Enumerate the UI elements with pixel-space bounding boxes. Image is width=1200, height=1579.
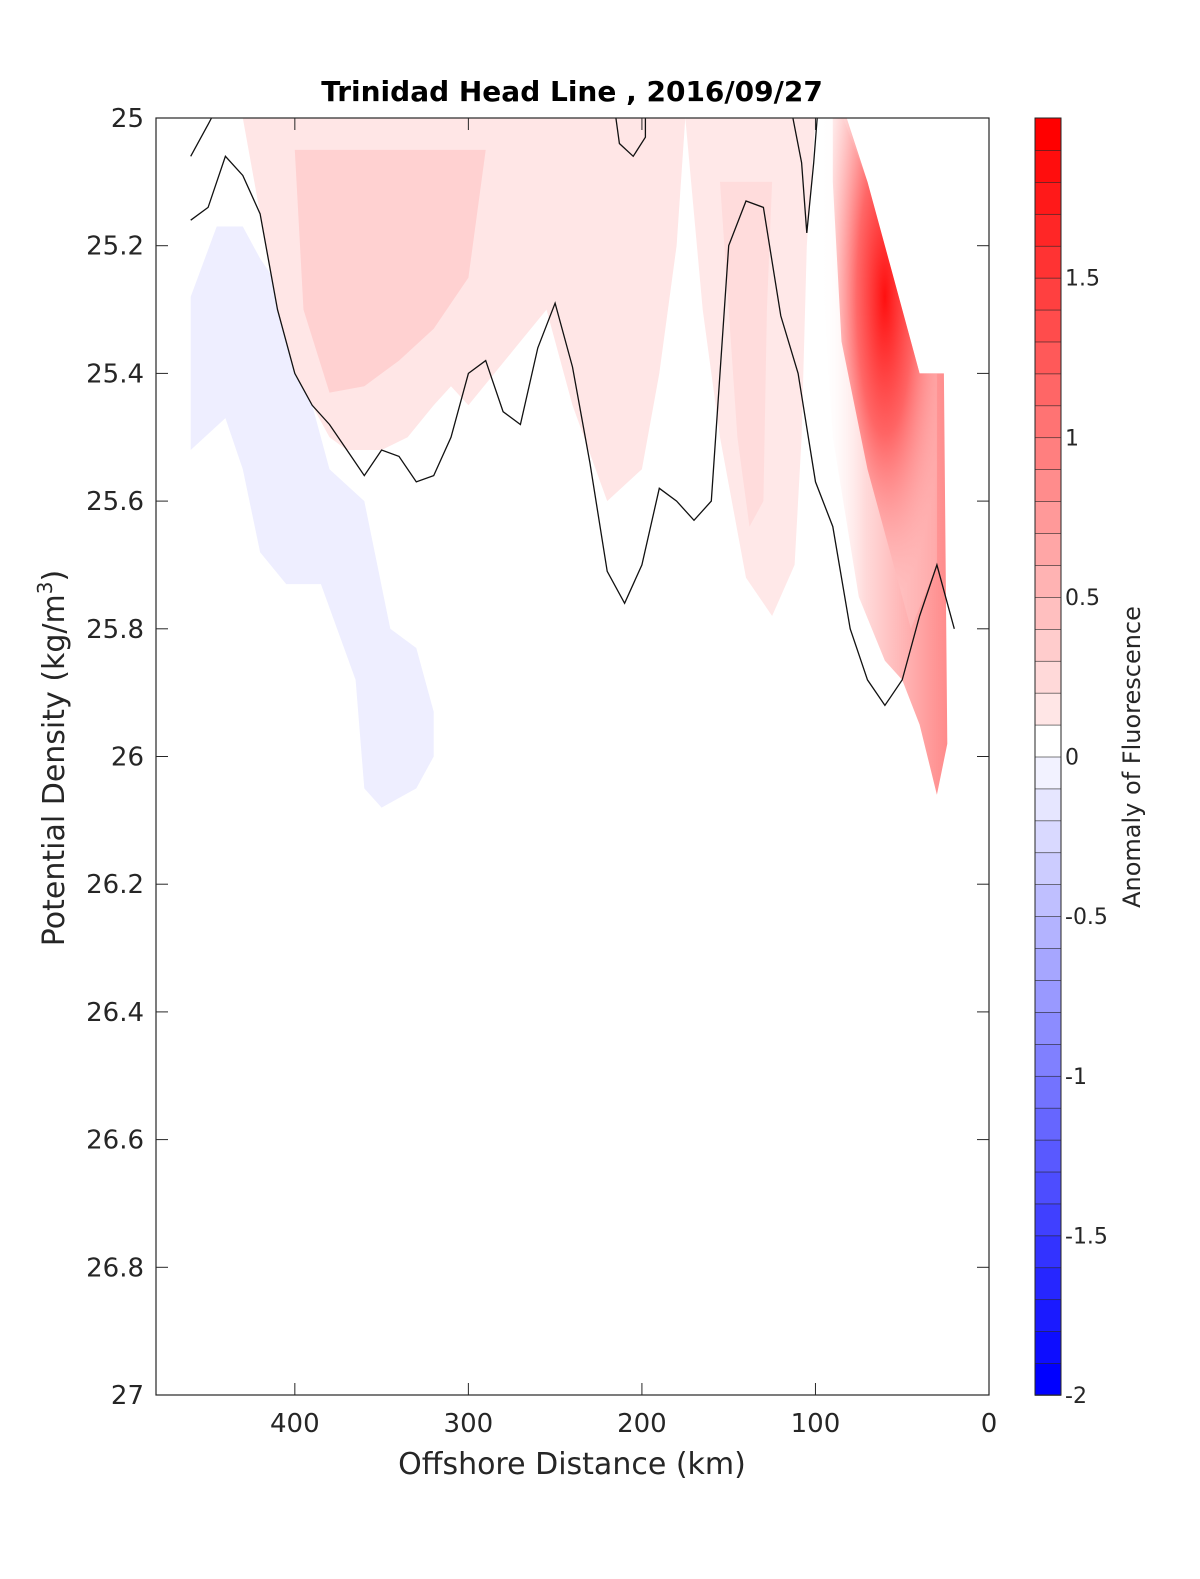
colorbar-bin	[1034, 979, 1062, 1013]
colorbar-tick-label: -1.5	[1065, 1224, 1108, 1249]
colorbar-bins	[1034, 117, 1062, 1396]
y-axis-label-superscript: 3	[33, 581, 57, 594]
colorbar-bin	[1034, 788, 1062, 822]
y-axis-ticks: 25 25.2 25.4 25.6 25.8 26 26.2 26.4 26.6 26.8 27	[86, 104, 989, 1411]
x-axis-ticks: 400 300 200 100 0	[270, 118, 997, 1439]
colorbar-bin	[1034, 277, 1062, 311]
colorbar-bin	[1034, 883, 1062, 917]
colorbar-bin	[1034, 628, 1062, 662]
colorbar-bin	[1034, 851, 1062, 886]
y-tick-label: 25.6	[86, 487, 144, 517]
y-tick-label: 26.2	[86, 870, 144, 900]
colorbar-tick-label: 0	[1065, 746, 1079, 771]
colorbar-tick-label: 1	[1065, 426, 1079, 451]
colorbar-bin	[1034, 468, 1062, 502]
colorbar-bin	[1034, 373, 1062, 407]
anomaly-field	[190, 118, 948, 808]
colorbar-bin	[1034, 660, 1062, 694]
zero-contour-line	[792, 117, 818, 233]
y-tick-label: 26	[111, 743, 144, 773]
x-tick-label: 300	[444, 1409, 494, 1439]
colorbar-bin	[1034, 915, 1062, 949]
colorbar-bin	[1034, 947, 1062, 981]
colorbar-bin	[1034, 436, 1062, 470]
y-tick-label: 25.4	[86, 359, 144, 389]
colorbar: 1.5 1 0.5 0 -0.5 -1 -1.5 -2	[1034, 117, 1108, 1409]
colorbar-tick-label: 0.5	[1065, 586, 1100, 611]
y-tick-label: 25.8	[86, 615, 144, 645]
colorbar-bin	[1034, 1298, 1062, 1332]
colorbar-tick-label: 1.5	[1065, 267, 1100, 292]
colorbar-bin	[1034, 1043, 1062, 1077]
positive-anomaly-region-east	[832, 118, 937, 629]
y-tick-label: 26.8	[86, 1253, 144, 1283]
y-axis-label-main: Potential Density (kg/m	[37, 594, 72, 946]
colorbar-tick-label: -0.5	[1065, 905, 1108, 930]
colorbar-bin	[1034, 1330, 1062, 1364]
x-tick-label: 200	[617, 1409, 667, 1439]
y-axis-label-close: )	[37, 570, 72, 582]
colorbar-bin	[1034, 596, 1062, 630]
x-tick-label: 400	[270, 1409, 320, 1439]
x-tick-label: 0	[981, 1409, 998, 1439]
colorbar-tick-label: -1	[1065, 1065, 1087, 1090]
y-tick-label: 25	[111, 104, 144, 134]
colorbar-bin	[1034, 1107, 1062, 1141]
colorbar-bin	[1034, 1267, 1062, 1301]
colorbar-bin	[1034, 1011, 1062, 1045]
colorbar-bin	[1034, 724, 1062, 758]
colorbar-bin	[1034, 1235, 1062, 1269]
colorbar-bin	[1034, 756, 1062, 790]
colorbar-bin	[1034, 1139, 1062, 1173]
colorbar-bin	[1034, 309, 1062, 343]
colorbar-bin	[1034, 692, 1062, 726]
positive-anomaly-core-west	[294, 149, 486, 393]
zero-contour-line	[615, 117, 647, 158]
y-tick-label: 26.6	[86, 1126, 144, 1156]
colorbar-bin	[1034, 1203, 1062, 1237]
colorbar-bin	[1034, 181, 1062, 215]
y-tick-label: 26.4	[86, 998, 144, 1028]
y-tick-label: 25.2	[86, 232, 144, 262]
colorbar-bin	[1034, 532, 1062, 566]
colorbar-bin	[1034, 213, 1062, 247]
colorbar-label: Anomaly of Fluorescence	[1118, 606, 1146, 908]
colorbar-bin	[1034, 405, 1062, 439]
y-tick-label: 27	[111, 1381, 144, 1411]
zero-contour-line	[190, 155, 955, 707]
colorbar-bin	[1034, 149, 1062, 183]
colorbar-bin	[1034, 820, 1062, 854]
x-axis-label: Offshore Distance (km)	[398, 1447, 746, 1482]
colorbar-bin	[1034, 245, 1062, 279]
chart-title: Trinidad Head Line , 2016/09/27	[321, 75, 823, 108]
colorbar-bin	[1034, 1171, 1062, 1205]
colorbar-bin	[1034, 500, 1062, 534]
y-axis-label: Potential Density (kg/m3)	[33, 570, 72, 946]
colorbar-bin	[1034, 341, 1062, 375]
colorbar-bin	[1034, 1362, 1062, 1396]
colorbar-tick-label: -2	[1065, 1384, 1087, 1409]
x-tick-label: 100	[791, 1409, 841, 1439]
positive-anomaly-core-mid	[720, 181, 773, 527]
colorbar-ticks: 1.5 1 0.5 0 -0.5 -1 -1.5 -2	[1065, 267, 1108, 1409]
zero-contour-lines	[190, 117, 955, 707]
colorbar-bin	[1034, 564, 1062, 598]
zero-contour-line	[190, 117, 213, 157]
colorbar-frame	[1034, 117, 1062, 1396]
colorbar-bin	[1034, 117, 1062, 151]
colorbar-bin	[1034, 1075, 1062, 1109]
negative-anomaly-region	[190, 226, 434, 808]
